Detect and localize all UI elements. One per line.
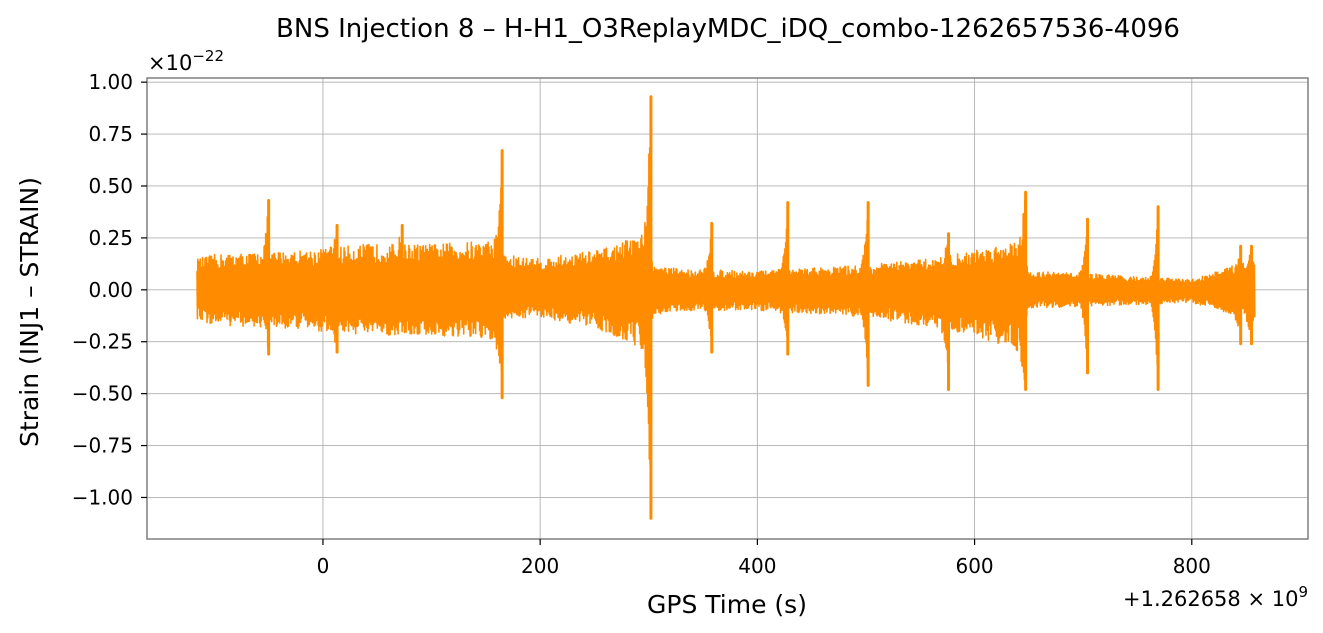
strain-series-line (196, 117, 1256, 510)
y-tick-label: 0.00 (88, 278, 133, 302)
x-axis-label: GPS Time (s) (647, 590, 807, 619)
y-tick-label: 0.75 (88, 122, 133, 146)
x-tick-label: 400 (738, 554, 776, 578)
y-tick-label: 1.00 (88, 70, 133, 94)
y-tick-label: −1.00 (72, 485, 133, 509)
axes-frame (146, 77, 1309, 540)
x-offset-label: +1.262658 × 109 (1123, 583, 1308, 611)
y-tick-label: −0.50 (72, 382, 133, 406)
x-tick-label: 600 (955, 554, 993, 578)
y-tick-label: 0.50 (88, 174, 133, 198)
plot-area (196, 95, 1256, 520)
y-tick-label: −0.75 (72, 434, 133, 458)
y-tick-label: 0.25 (88, 226, 133, 250)
y-axis-label: Strain (INJ1 – STRAIN) (15, 177, 44, 447)
y-tick-label: −0.25 (72, 330, 133, 354)
y-axis: 1.00 0.75 0.50 0.25 0.00 −0.25 −0.50 −0.75 −1.00 (72, 70, 147, 509)
y-scale-label: ×10−22 (148, 47, 224, 75)
x-tick-label: 0 (317, 554, 330, 578)
x-tick-label: 200 (521, 554, 559, 578)
x-axis: 0 200 400 600 800 (317, 539, 1211, 578)
chart-title: BNS Injection 8 – H-H1_O3ReplayMDC_iDQ_c… (276, 14, 1180, 44)
x-tick-label: 800 (1173, 554, 1211, 578)
